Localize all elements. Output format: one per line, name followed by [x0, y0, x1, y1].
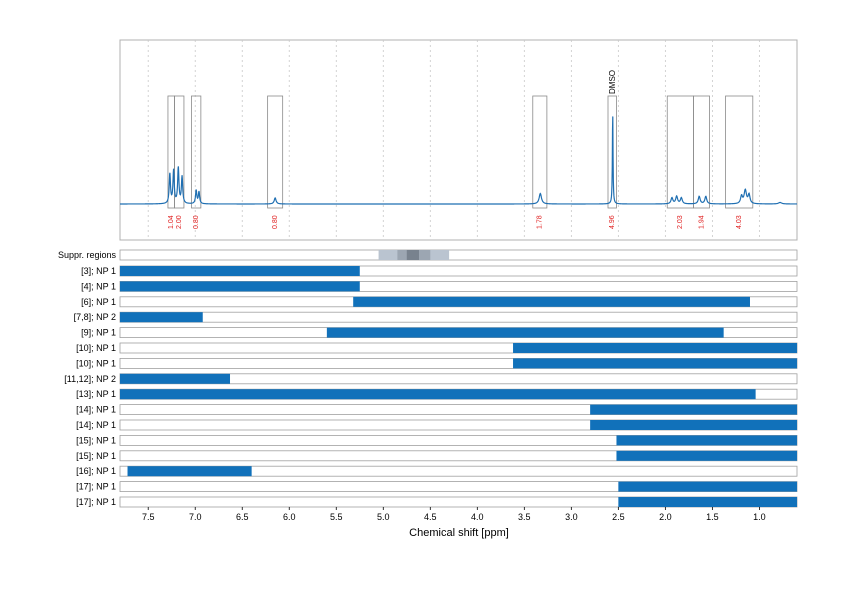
- integration-value-label: 1.04: [168, 215, 175, 229]
- x-axis-title: Chemical shift [ppm]: [409, 527, 509, 539]
- row-label: [17]; NP 1: [76, 482, 116, 492]
- interval-bar: [513, 358, 797, 369]
- integration-value-label: 1.94: [698, 215, 705, 229]
- integration-value-label: 0.80: [272, 215, 279, 229]
- x-tick-label: 1.0: [753, 512, 766, 522]
- row-label: [15]; NP 1: [76, 435, 116, 445]
- interval-bar: [618, 497, 797, 507]
- x-tick-label: 4.0: [471, 512, 484, 522]
- spectrum-frame: [119, 39, 798, 241]
- interval-bar: [120, 312, 203, 323]
- interval-bar: [120, 281, 360, 292]
- x-tick-label: 7.0: [189, 512, 202, 522]
- integration-value-label: 2.00: [176, 215, 183, 229]
- row-label: [7,8]; NP 2: [74, 312, 116, 322]
- interval-bar: [120, 373, 231, 384]
- interval-rows-panel: [3]; NP 1 [4]; NP 1 [6]; NP 1 [7,8]; NP 2 [9…: [64, 265, 798, 508]
- interval-bar: [618, 481, 797, 492]
- row-label: [14]; NP 1: [76, 405, 116, 415]
- interval-bar: [120, 389, 756, 400]
- row-label: [10]; NP 1: [76, 358, 116, 368]
- integration-box: [666, 95, 694, 209]
- row-label: [13]; NP 1: [76, 389, 116, 399]
- interval-bar: [127, 466, 252, 477]
- row-label: [4]; NP 1: [81, 281, 116, 291]
- row-label: [14]; NP 1: [76, 420, 116, 430]
- row-label: [17]; NP 1: [76, 497, 116, 507]
- row-track: [119, 311, 798, 323]
- suppr-track: [119, 249, 798, 261]
- interval-bar: [120, 266, 360, 276]
- integration-box: [532, 95, 548, 209]
- interval-bar: [590, 404, 797, 415]
- dmso-annotation: DMSO: [608, 70, 617, 94]
- row-label: [11,12]; NP 2: [64, 374, 116, 384]
- integration-box: [191, 95, 202, 209]
- suppr-band: [406, 250, 420, 260]
- integration-value-label: 4.96: [609, 215, 616, 229]
- x-tick-label: 1.5: [706, 512, 719, 522]
- integration-box: [174, 95, 185, 209]
- integration-box: [725, 95, 754, 209]
- interval-bar: [590, 420, 797, 430]
- spectrum-panel: 1.04 2.00 0.80 0.80 1.78 4.96 2.03 1.94 4.03 DMSO: [119, 39, 798, 241]
- interval-bar: [616, 435, 797, 446]
- integration-value-label: 2.03: [677, 215, 684, 229]
- integration-box: [607, 95, 617, 209]
- x-tick-label: 6.0: [283, 512, 296, 522]
- x-tick-label: 7.5: [142, 512, 155, 522]
- suppression-regions-panel: Suppr. regions: [58, 249, 798, 261]
- interval-bar: [326, 327, 724, 338]
- x-tick-label: 6.5: [236, 512, 249, 522]
- x-tick-label: 5.5: [330, 512, 343, 522]
- x-tick-label: 2.5: [612, 512, 625, 522]
- row-label: [10]; NP 1: [76, 343, 116, 353]
- interval-bar: [513, 343, 797, 353]
- integration-value-label: 4.03: [736, 215, 743, 229]
- x-tick-label: 4.5: [424, 512, 437, 522]
- integration-value-label: 0.80: [193, 215, 200, 229]
- x-axis: 7.5 7.0 6.5 6.0 5.5 5.0 4.5 4.0 3.5 3.0 2.5 2.0 1.5 1…: [142, 507, 766, 522]
- integration-value-label: 1.78: [537, 215, 544, 229]
- x-tick-label: 3.5: [518, 512, 531, 522]
- x-tick-label: 2.0: [659, 512, 672, 522]
- integration-box: [267, 95, 284, 209]
- row-label: [16]; NP 1: [76, 466, 116, 476]
- row-track: [119, 465, 798, 477]
- spectrum-line: [120, 116, 797, 205]
- row-label: [6]; NP 1: [81, 297, 116, 307]
- suppr-label: Suppr. regions: [58, 250, 117, 260]
- x-tick-label: 3.0: [565, 512, 578, 522]
- interval-bar: [616, 450, 797, 461]
- row-label: [9]; NP 1: [81, 328, 116, 338]
- x-tick-label: 5.0: [377, 512, 390, 522]
- integration-box: [693, 95, 710, 209]
- row-label: [3]; NP 1: [81, 266, 116, 276]
- interval-bar: [353, 296, 750, 307]
- row-label: [15]; NP 1: [76, 451, 116, 461]
